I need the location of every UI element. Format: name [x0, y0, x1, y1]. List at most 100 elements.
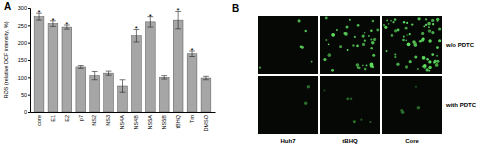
fluorescent-cell	[390, 20, 392, 22]
fluorescent-cell	[438, 39, 441, 42]
x-axis: coreE1E2p7NS2NS3NS4ANS4BNS5ANS5BtBHQTmDM…	[31, 112, 216, 132]
error-cap	[92, 79, 98, 80]
fluorescent-cell	[336, 29, 338, 31]
fluorescent-cell	[436, 55, 438, 57]
fluorescent-cell	[431, 31, 434, 34]
error-bar	[78, 66, 84, 69]
fluorescent-cell	[323, 58, 326, 61]
x-tick: p7	[78, 112, 84, 121]
fluorescent-cell	[433, 61, 435, 63]
fluorescent-cell	[305, 30, 307, 32]
fluorescent-cell	[431, 53, 434, 56]
fluorescent-cell	[434, 60, 437, 63]
error-cap	[203, 76, 209, 77]
fluorescent-cell	[328, 44, 330, 46]
micrograph	[258, 16, 318, 74]
fluorescent-cell	[323, 90, 325, 92]
x-tick: DMSO	[203, 112, 209, 132]
fluorescent-cell	[425, 18, 427, 20]
bar	[76, 67, 86, 112]
x-tick: Tm	[189, 112, 195, 123]
fluorescent-cell	[354, 36, 356, 38]
fluorescent-cell	[419, 40, 422, 43]
fluorescent-cell	[407, 42, 411, 46]
significance-marker: *	[177, 6, 180, 15]
error-bar	[120, 80, 126, 92]
y-tick: 200	[18, 40, 30, 46]
x-tick: E2	[64, 112, 70, 122]
bar	[132, 36, 142, 112]
fluorescent-cell	[406, 34, 408, 36]
fluorescent-cell	[428, 29, 432, 33]
fluorescent-cell	[411, 24, 413, 26]
x-axis-line	[31, 112, 216, 113]
fluorescent-cell	[396, 63, 399, 66]
fluorescent-cell	[417, 106, 421, 110]
column-label: Core	[405, 138, 419, 144]
error-cap	[78, 68, 84, 69]
error-bar	[92, 71, 98, 79]
fluorescent-cell	[406, 22, 408, 24]
bar	[62, 27, 72, 112]
x-tick: core	[36, 112, 42, 126]
x-tick-label: NS5B	[161, 115, 167, 130]
fluorescent-cell	[358, 67, 361, 70]
micrograph-background	[382, 76, 442, 134]
fluorescent-cell	[394, 18, 397, 21]
x-tick-label: core	[36, 115, 42, 126]
y-tick-mark	[28, 112, 30, 113]
bar	[104, 73, 114, 112]
error-cap	[120, 92, 126, 93]
fluorescent-cell	[425, 24, 427, 26]
micrograph	[382, 76, 442, 134]
error-cap	[106, 75, 112, 76]
fluorescent-cell	[357, 24, 360, 27]
figure: AROS (relative DCF intensity, %)05010015…	[0, 0, 484, 146]
fluorescent-cell	[350, 97, 353, 100]
fluorescent-cell	[364, 68, 367, 71]
x-tick-label: Tm	[189, 115, 195, 123]
fluorescent-cell	[405, 27, 408, 30]
error-line	[205, 76, 206, 79]
fluorescent-cell	[415, 86, 417, 88]
x-tick-label: tBHQ	[175, 114, 181, 128]
fluorescent-cell	[438, 28, 441, 31]
fluorescent-cell	[376, 28, 379, 31]
y-tick-label: 50	[21, 92, 27, 98]
fluorescent-cell	[388, 23, 390, 25]
error-line	[164, 76, 165, 79]
fluorescent-cell	[357, 67, 359, 69]
fluorescent-cell	[373, 38, 376, 41]
error-bar	[106, 71, 112, 75]
micrograph-background	[382, 16, 442, 74]
y-tick: 150	[18, 57, 30, 63]
x-tick: NS5B	[161, 112, 167, 129]
panel-label: A	[4, 1, 11, 12]
x-tick: E1	[50, 112, 56, 122]
fluorescent-cell	[331, 69, 334, 72]
fluorescent-cell	[339, 45, 342, 48]
y-tick-label: 300	[18, 5, 27, 11]
fluorescent-cell	[426, 58, 429, 61]
fluorescent-cell	[431, 19, 434, 22]
x-tick-label: NS4A	[119, 115, 125, 130]
fluorescent-cell	[370, 47, 372, 49]
fluorescent-cell	[435, 63, 439, 67]
y-tick-mark	[28, 8, 30, 9]
fluorescent-cell	[311, 61, 313, 63]
fluorescent-cell	[428, 66, 432, 70]
error-cap	[92, 71, 98, 72]
fluorescent-cell	[437, 20, 439, 22]
fluorescent-cell	[369, 121, 371, 123]
fluorescent-cell	[402, 39, 405, 42]
x-tick: NS3	[105, 112, 111, 126]
micrograph-background	[320, 76, 380, 134]
fluorescent-cell	[394, 56, 396, 58]
fluorescent-cell	[370, 29, 372, 31]
y-axis: 050100150200250300	[18, 5, 31, 115]
y-tick-label: 200	[18, 40, 27, 46]
error-cap	[133, 41, 139, 42]
fluorescent-cell	[370, 63, 374, 67]
fluorescent-cell	[366, 64, 368, 66]
fluorescent-cell	[331, 33, 335, 37]
